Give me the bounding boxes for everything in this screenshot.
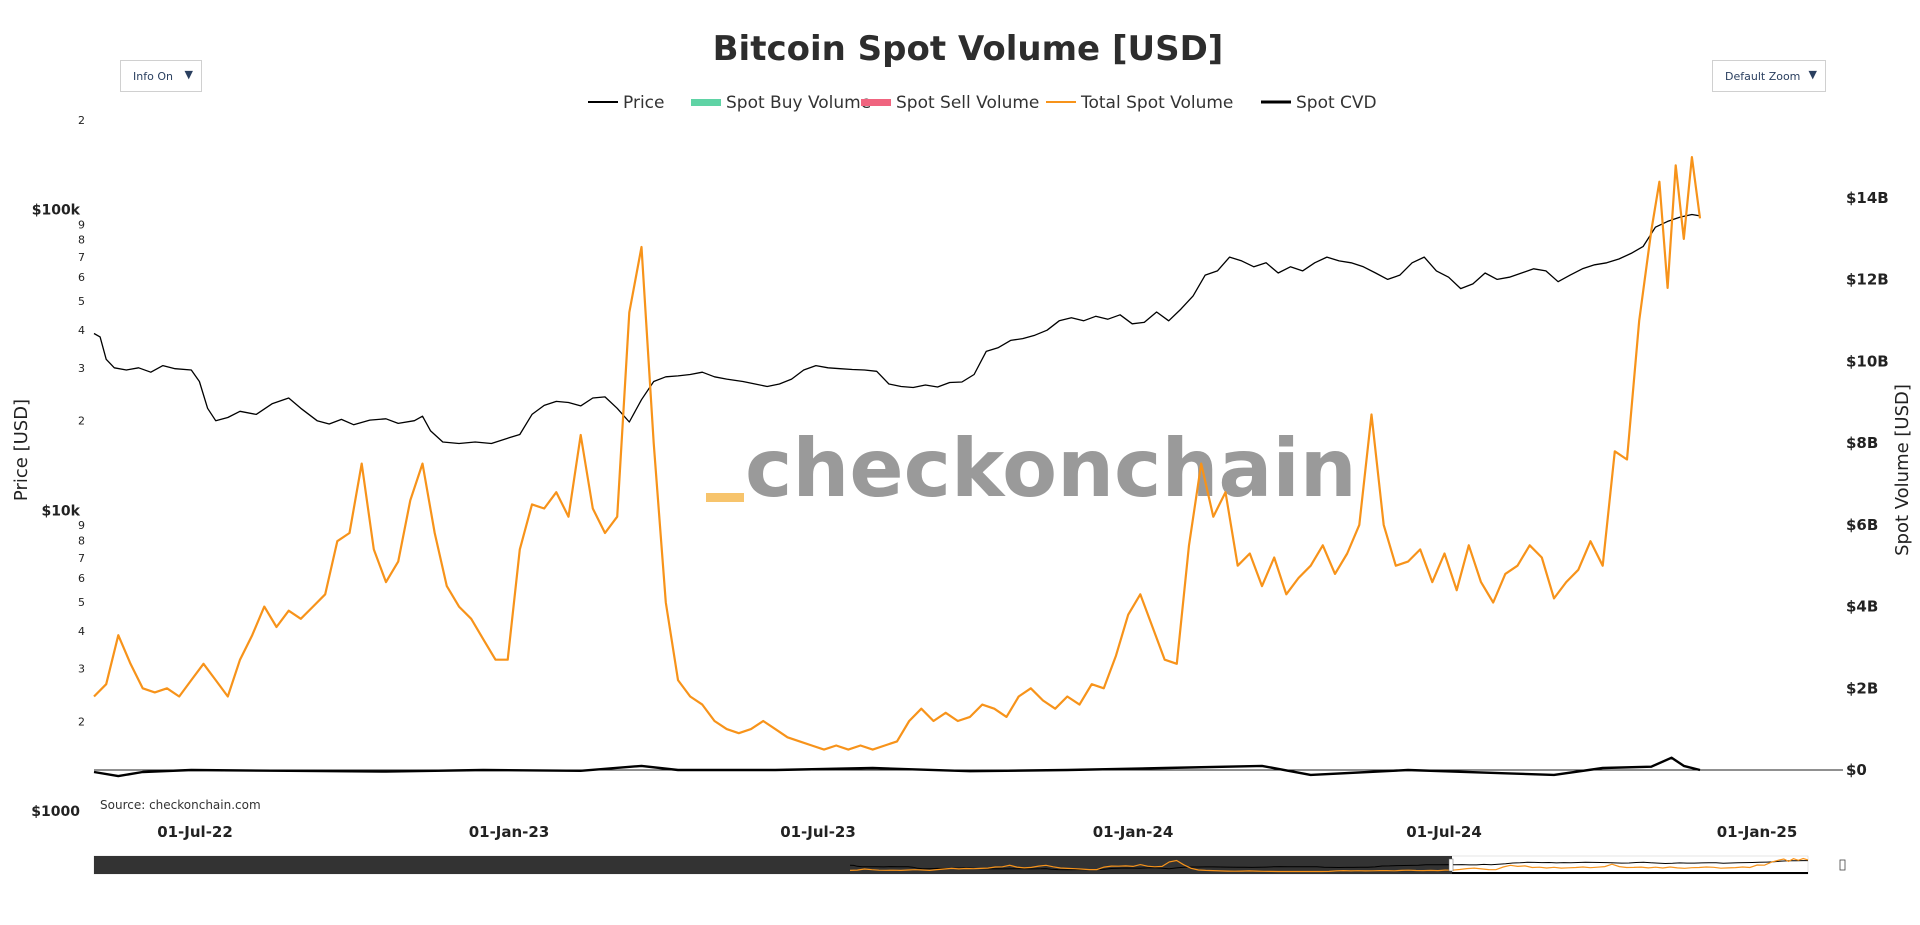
- series-spot-cvd: [93, 756, 1701, 778]
- series-total-spot-volume: [93, 156, 1702, 751]
- y-right-tick-label: $8B: [1846, 434, 1878, 452]
- y-left-tick-label: 9: [78, 519, 85, 532]
- y-right-axis: $0 $2B $4B $6B $8B $10B $12B $14B: [1846, 189, 1889, 779]
- legend-swatch[interactable]: [691, 99, 721, 106]
- x-tick-label: 01-Jan-23: [469, 823, 550, 841]
- chevron-down-icon: ▼: [1808, 68, 1817, 81]
- legend-label[interactable]: Total Spot Volume: [1080, 93, 1233, 113]
- y-left-tick-label: 2: [78, 114, 85, 127]
- watermark-underscore: [706, 493, 744, 502]
- y-left-tick-label: 9: [78, 218, 85, 231]
- range-slider[interactable]: [93, 855, 1846, 875]
- y-left-tick-label: 4: [78, 324, 85, 337]
- y-left-title: Price [USD]: [11, 399, 32, 501]
- info-toggle-label: Info On: [133, 69, 173, 83]
- legend-label[interactable]: Price: [623, 93, 664, 113]
- series-price: [93, 213, 1701, 445]
- zoom-select-dropdown[interactable]: Default Zoom ▼: [1712, 60, 1826, 92]
- zoom-select-label: Default Zoom: [1725, 69, 1801, 83]
- y-right-tick-label: $10B: [1846, 352, 1889, 370]
- y-right-tick-label: $14B: [1846, 189, 1889, 207]
- y-right-tick-label: $6B: [1846, 516, 1878, 534]
- x-axis: 01-Jul-22 01-Jan-23 01-Jul-23 01-Jan-24 01-J…: [157, 823, 1797, 841]
- legend: Price Spot Buy Volume Spot Sell Volume Tota…: [588, 93, 1377, 113]
- y-left-tick-label: 6: [78, 572, 85, 585]
- y-left-tick-label: 4: [78, 625, 85, 638]
- x-tick-label: 01-Jan-24: [1093, 823, 1174, 841]
- y-right-title: Spot Volume [USD]: [1892, 384, 1913, 556]
- legend-label[interactable]: Spot Sell Volume: [896, 93, 1039, 113]
- y-right-tick-label: $2B: [1846, 679, 1878, 697]
- legend-swatch[interactable]: [861, 99, 891, 106]
- chevron-down-icon: ▼: [184, 68, 193, 81]
- y-left-tick-label: 5: [78, 596, 85, 609]
- y-left-tick-label: 8: [78, 534, 85, 547]
- x-tick-label: 01-Jul-24: [1406, 823, 1482, 841]
- y-left-tick-label: $100k: [32, 203, 81, 219]
- y-left-tick-label: $1000: [31, 804, 80, 820]
- range-slider-preview: [849, 857, 1809, 874]
- x-tick-label: 01-Jul-22: [157, 823, 233, 841]
- y-left-tick-label: $10k: [41, 503, 80, 519]
- range-slider-handle-left[interactable]: [1448, 858, 1454, 872]
- y-right-tick-label: $4B: [1846, 598, 1878, 616]
- y-left-tick-label: 8: [78, 234, 85, 247]
- y-left-tick-label: 3: [78, 362, 85, 375]
- y-left-tick-label: 2: [78, 415, 85, 428]
- range-slider-mask: [94, 856, 1452, 874]
- y-right-tick-label: $12B: [1846, 271, 1889, 289]
- x-tick-label: 01-Jul-23: [780, 823, 856, 841]
- y-right-tick-label: $0: [1846, 761, 1867, 779]
- legend-label[interactable]: Spot CVD: [1296, 93, 1377, 113]
- source-note: Source: checkonchain.com: [100, 798, 261, 812]
- y-left-tick-label: 6: [78, 271, 85, 284]
- chart-title: Bitcoin Spot Volume [USD]: [713, 29, 1224, 69]
- y-left-tick-label: 7: [78, 552, 85, 565]
- series-layer: [93, 156, 1702, 778]
- x-tick-label: 01-Jan-25: [1717, 823, 1798, 841]
- range-slider-price-line: [849, 860, 1808, 871]
- y-left-tick-label: 3: [78, 663, 85, 676]
- y-left-tick-label: 7: [78, 251, 85, 264]
- info-toggle-dropdown[interactable]: Info On ▼: [120, 60, 202, 92]
- y-left-tick-label: 5: [78, 295, 85, 308]
- legend-label[interactable]: Spot Buy Volume: [726, 93, 871, 113]
- range-slider-volume-line: [849, 857, 1809, 873]
- watermark: checkonchain: [745, 422, 1357, 515]
- y-left-tick-label: 2: [78, 715, 85, 728]
- range-slider-handle-right[interactable]: [1839, 859, 1846, 871]
